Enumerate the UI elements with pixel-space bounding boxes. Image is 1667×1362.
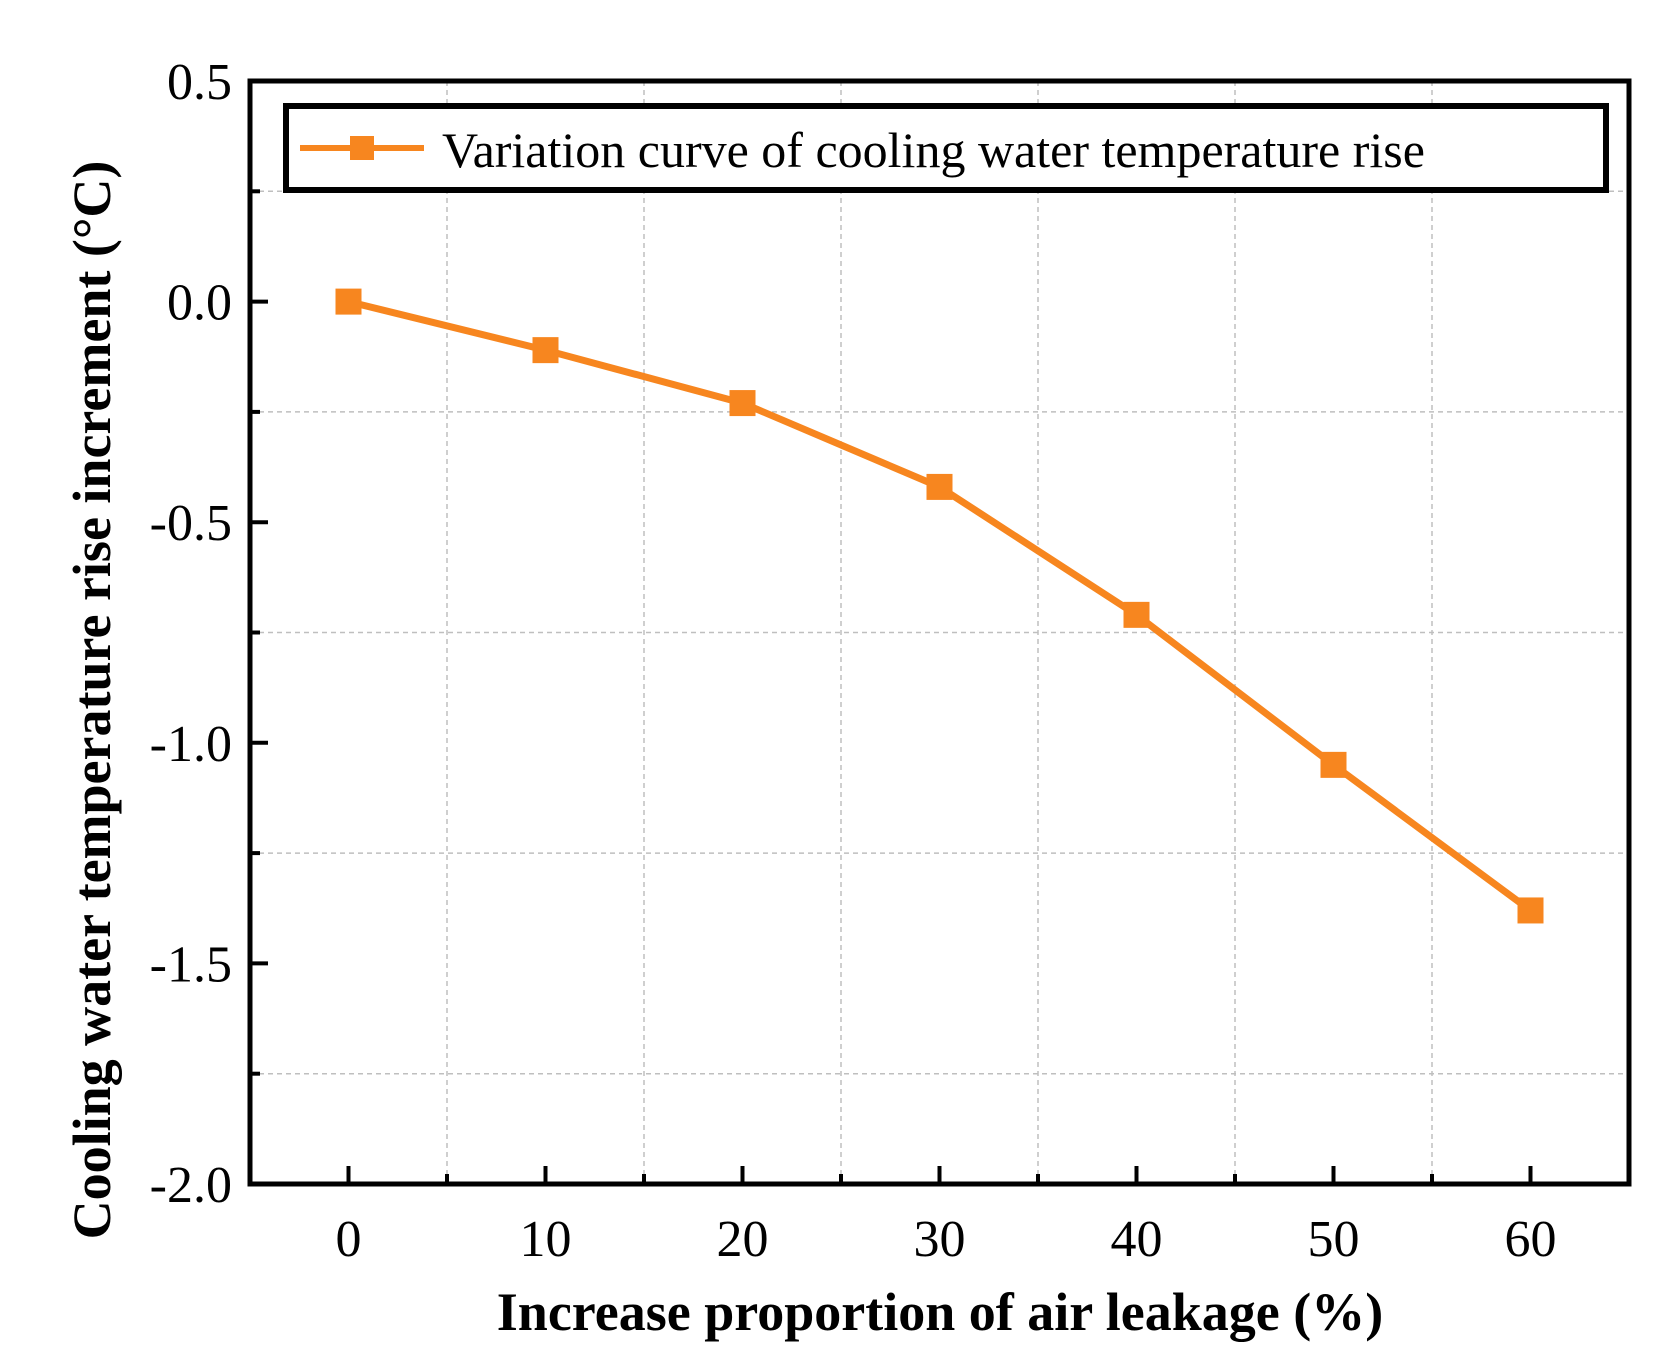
y-tick-labels: 0.5 0.0 -0.5 -1.0 -1.5 -2.0: [150, 54, 232, 1214]
x-tick-label: 50: [1308, 1211, 1360, 1268]
data-point-marker: [1123, 601, 1150, 628]
plot-frame: [247, 78, 1632, 1187]
data-point-marker: [335, 288, 362, 315]
x-tick-label: 40: [1111, 1211, 1163, 1268]
y-tick-label: 0.5: [167, 54, 232, 111]
y-tick-label: -0.5: [150, 495, 232, 552]
y-tick-label: -1.5: [150, 936, 232, 993]
data-point-marker: [1517, 897, 1544, 924]
x-axis-title: Increase proportion of air leakage (%): [497, 1282, 1383, 1342]
y-tick-label: -2.0: [150, 1157, 232, 1214]
x-tick-label: 30: [914, 1211, 966, 1268]
data-point-marker: [1320, 751, 1347, 778]
x-tick-labels: 0 10 20 30 40 50 60: [336, 1211, 1557, 1268]
y-axis-title: Cooling water temperature rise increment…: [62, 161, 122, 1240]
series-line: [347, 298, 1533, 914]
legend-marker: [350, 136, 374, 160]
y-tick-label: 0.0: [167, 275, 232, 332]
legend: Variation curve of cooling water tempera…: [283, 103, 1609, 193]
x-tick-label: 10: [520, 1211, 572, 1268]
legend-box: [283, 103, 1609, 193]
grid-lines: [250, 81, 1629, 1184]
x-tick-label: 60: [1505, 1211, 1557, 1268]
data-point-marker: [729, 390, 756, 417]
data-point-marker: [926, 473, 953, 500]
y-tick-label: -1.0: [150, 716, 232, 773]
series-layer: [335, 288, 1544, 924]
x-tick-label: 20: [717, 1211, 769, 1268]
legend-label: Variation curve of cooling water tempera…: [442, 122, 1425, 178]
data-point-marker: [532, 337, 559, 364]
x-tick-label: 0: [336, 1211, 362, 1268]
